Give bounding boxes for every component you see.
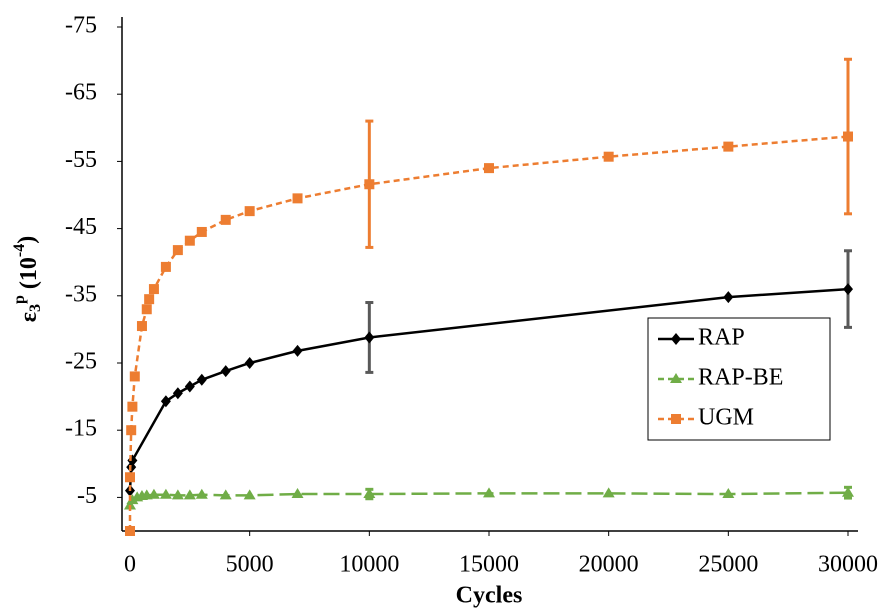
point — [184, 235, 195, 246]
point — [160, 395, 171, 408]
point — [129, 371, 140, 382]
point — [148, 284, 159, 295]
point — [220, 365, 231, 378]
point — [843, 131, 853, 142]
y-axis-label-part: p — [11, 295, 28, 304]
point — [184, 380, 195, 393]
point — [141, 304, 152, 315]
point — [220, 214, 231, 225]
point — [843, 283, 853, 296]
point — [723, 291, 734, 304]
y-tick-label: -15 — [65, 416, 97, 442]
x-tick-label: 0 — [124, 552, 136, 578]
point — [219, 489, 232, 500]
point — [364, 179, 375, 190]
legend-label: UGM — [698, 405, 754, 431]
x-tick-label: 15000 — [459, 552, 519, 578]
x-tick-label: 30000 — [818, 552, 878, 578]
legend-marker — [670, 373, 682, 383]
point — [722, 488, 735, 499]
point — [127, 401, 138, 412]
point — [160, 261, 171, 272]
point — [244, 357, 255, 369]
x-tick-label: 10000 — [339, 552, 399, 578]
x-tick-label: 25000 — [698, 552, 758, 578]
point — [603, 151, 614, 162]
point — [292, 193, 303, 204]
point — [125, 526, 135, 536]
point — [291, 488, 304, 499]
legend-label: RAP-BE — [698, 365, 783, 391]
point — [483, 487, 495, 498]
point — [243, 489, 256, 500]
legend-label: RAP — [698, 325, 745, 351]
point — [363, 488, 376, 499]
y-tick-label: -5 — [77, 483, 97, 509]
y-axis-label-part: ε — [16, 312, 42, 322]
legend-marker — [671, 333, 681, 345]
point — [723, 141, 734, 152]
y-axis-label: ε3p (10-4) — [11, 236, 44, 323]
point — [195, 488, 208, 499]
point — [126, 494, 139, 505]
point — [124, 499, 136, 510]
x-axis-label: Cycles — [456, 583, 523, 609]
y-axis-label-part: 3 — [27, 304, 44, 312]
y-axis-label-part: (10 — [16, 257, 42, 295]
point — [196, 226, 207, 237]
y-tick-label: -75 — [65, 13, 97, 39]
y-tick-label: -25 — [65, 349, 97, 375]
point — [125, 472, 135, 483]
point — [147, 488, 160, 499]
point — [136, 321, 147, 332]
point — [183, 489, 196, 500]
x-tick-label: 5000 — [226, 552, 274, 578]
point — [292, 344, 303, 357]
y-axis-label-part: -4 — [11, 244, 28, 257]
y-tick-label: -65 — [65, 80, 97, 106]
point — [127, 454, 138, 467]
point — [159, 488, 172, 499]
point — [602, 487, 615, 498]
y-tick-label: -35 — [65, 281, 97, 307]
point — [144, 294, 155, 305]
point — [484, 163, 494, 174]
point — [172, 387, 183, 400]
point — [126, 425, 137, 436]
point — [364, 331, 375, 344]
point — [171, 489, 184, 500]
legend-marker — [671, 414, 681, 424]
y-axis-label-part: ) — [14, 236, 40, 244]
y-tick-label: -55 — [65, 147, 97, 173]
point — [244, 206, 255, 217]
y-tick-label: -45 — [65, 214, 97, 240]
point — [196, 373, 207, 386]
point — [842, 486, 854, 497]
x-tick-label: 20000 — [579, 552, 639, 578]
point — [172, 245, 183, 256]
